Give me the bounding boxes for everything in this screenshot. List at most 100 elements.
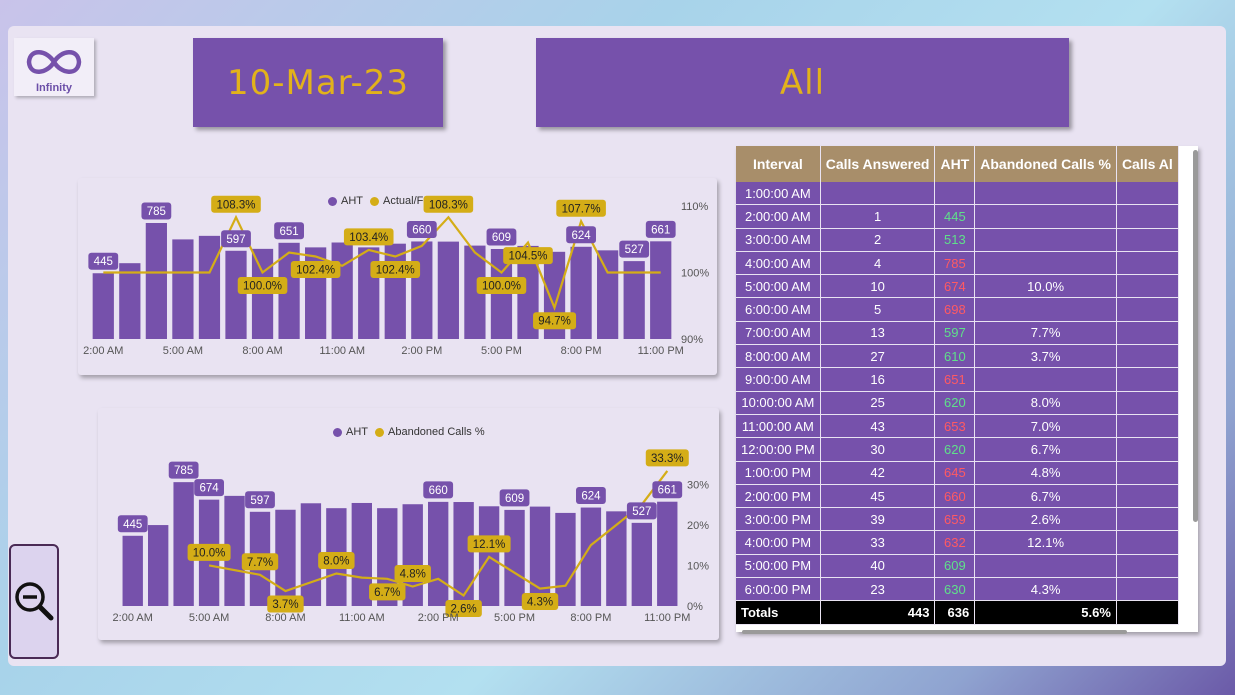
bar-data-label: 674: [194, 479, 224, 497]
x-tick-label: 8:00 PM: [561, 345, 602, 357]
line-data-label-box: [645, 449, 689, 467]
table-row: 3:00:00 PM 39 659 2.6%: [736, 507, 1179, 532]
line-data-label: 100.0%: [237, 277, 288, 294]
legend-swatch-aht: [328, 196, 337, 206]
table-row: 9:00:00 AM 16 651: [736, 367, 1179, 392]
line-data-label-box: [521, 593, 559, 611]
line-data-label-box: [503, 247, 553, 265]
table-cell: 42: [820, 461, 936, 485]
table-cell: 43: [820, 414, 936, 439]
table-cell: [974, 204, 1117, 229]
line-data-label: 102.4%: [290, 261, 341, 279]
bar-8-00-pm: [580, 507, 602, 606]
table-cell: 620: [934, 437, 976, 462]
bar-data-label: 597: [245, 491, 275, 509]
logo-label: Infinity: [35, 82, 73, 94]
bar-data-label: 661: [645, 220, 676, 238]
line-data-label-box: [369, 583, 406, 601]
y-right-tick-label: 10%: [687, 560, 709, 572]
y-right-tick-label: 30%: [687, 479, 709, 491]
infinity-icon: [26, 50, 82, 74]
bar-10-00-pm: [631, 522, 652, 606]
bar-data-label: 785: [141, 202, 172, 220]
column-header[interactable]: Interval: [736, 146, 821, 182]
table-cell: 651: [934, 367, 976, 392]
line-data-label: 2.6%: [445, 599, 482, 617]
line-data-label-text: 104.5%: [508, 251, 547, 263]
table-cell: [820, 182, 936, 206]
table-cell: 30: [820, 437, 936, 462]
column-header[interactable]: Calls Answered: [820, 146, 936, 182]
bar-data-label: 445: [117, 515, 148, 533]
bar-data-label-box: [576, 487, 606, 505]
table-horizontal-scrollbar[interactable]: [742, 630, 1127, 634]
bar-data-label-text: 527: [625, 244, 644, 256]
table-cell: 45: [820, 484, 936, 509]
line-data-label: 108.3%: [211, 195, 261, 213]
table-cell: 5: [820, 297, 936, 322]
chart-plot: 445 785 674 597 660 609 624 527 661 10.0% 7.7% 3.7%…: [113, 449, 709, 624]
line-data-label-text: 4.8%: [400, 569, 426, 581]
bar-data-label-text: 609: [505, 493, 524, 505]
table-cell: 4:00:00 PM: [736, 530, 821, 555]
chart-legend: AHT Abandoned Calls %: [333, 426, 485, 438]
column-header[interactable]: Abandoned Calls %: [974, 146, 1117, 182]
table-row: 6:00:00 AM 5 698: [736, 297, 1179, 322]
interval-table: Interval Calls Answered AHT Abandoned Calls…: [736, 146, 1198, 632]
table-row: 1:00:00 AM: [736, 182, 1179, 206]
table-cell: 2:00:00 AM: [736, 204, 821, 229]
legend-label-aht: AHT: [341, 195, 363, 207]
table-cell: 6.7%: [974, 484, 1117, 509]
table-cell: 12:00:00 PM: [736, 437, 821, 462]
totals-cell: Totals: [736, 600, 821, 625]
table-cell: 7.7%: [974, 321, 1117, 346]
bar-9-00-pm: [606, 511, 627, 606]
bar-data-label-box: [423, 481, 454, 499]
table-cell: 6.7%: [974, 437, 1117, 462]
table-cell: [974, 251, 1117, 276]
x-tick-label: 8:00 AM: [242, 345, 282, 357]
line-data-label-text: 7.7%: [247, 557, 273, 569]
table-cell: 645: [934, 461, 976, 485]
x-tick-label: 8:00 AM: [265, 612, 305, 624]
date-filter-card[interactable]: 10-Mar-23: [193, 38, 443, 127]
zoom-out-button[interactable]: [9, 544, 59, 659]
x-tick-label: 5:00 AM: [163, 345, 203, 357]
bar-data-label-box: [626, 502, 657, 520]
column-header[interactable]: AHT: [934, 146, 976, 182]
segment-filter-card[interactable]: All: [536, 38, 1069, 127]
line-data-label: 4.8%: [394, 565, 431, 583]
table-cell: [1116, 204, 1179, 229]
table-cell: [974, 554, 1117, 579]
bar-data-label: 527: [626, 502, 657, 520]
bar-9-00-am: [300, 503, 322, 606]
line-data-label: 100.0%: [476, 277, 527, 294]
table-vertical-scrollbar[interactable]: [1193, 150, 1198, 522]
table-cell: 609: [934, 554, 976, 579]
x-tick-label: 11:00 AM: [319, 345, 365, 357]
bar-2-00-pm: [411, 241, 433, 339]
bar-3-00-pm: [453, 502, 474, 606]
bar-5-00-pm: [490, 249, 513, 339]
bar-data-label: 609: [486, 228, 517, 246]
bar-data-label-box: [168, 461, 199, 479]
zoom-out-icon: [15, 582, 54, 621]
bar-3-00-am: [119, 263, 141, 339]
table-cell: [1116, 344, 1179, 369]
line-data-label: 108.3%: [423, 195, 474, 213]
column-header[interactable]: Calls Al: [1116, 146, 1179, 182]
line-data-label-text: 4.3%: [527, 597, 553, 609]
bar-8-00-am: [275, 509, 296, 606]
bar-data-label-box: [486, 228, 517, 246]
table-cell: 1:00:00 PM: [736, 461, 821, 485]
line-data-label: 102.4%: [370, 261, 421, 279]
table-cell: [1116, 274, 1179, 299]
table-row: 1:00:00 PM 42 645 4.8%: [736, 461, 1179, 485]
table-cell: 785: [934, 251, 976, 276]
bar-5-00-pm: [504, 509, 525, 606]
totals-cell: 443: [820, 600, 936, 625]
line-data-label: 3.7%: [267, 595, 304, 613]
chart-plot: 445 785 597 651 660 609 624 527 661 108.3% 100.0% 1…: [83, 195, 709, 357]
x-tick-label: 2:00 PM: [418, 612, 459, 624]
table-cell: 39: [820, 507, 936, 532]
